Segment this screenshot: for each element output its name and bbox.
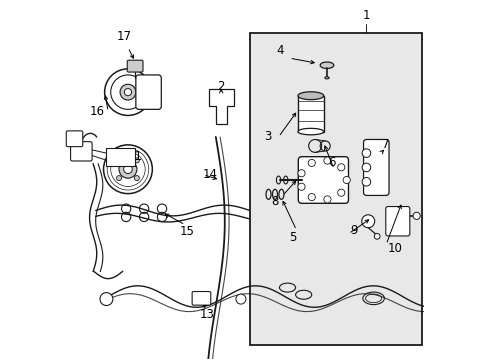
FancyBboxPatch shape	[385, 207, 409, 236]
Text: 13: 13	[199, 308, 214, 321]
Circle shape	[323, 157, 330, 164]
Circle shape	[210, 92, 218, 100]
Text: 8: 8	[271, 195, 278, 208]
Text: 2: 2	[217, 80, 224, 93]
Text: 9: 9	[349, 224, 357, 237]
Ellipse shape	[324, 77, 328, 79]
Circle shape	[307, 159, 315, 167]
Text: 10: 10	[387, 242, 402, 255]
FancyBboxPatch shape	[136, 75, 161, 109]
Circle shape	[337, 189, 344, 196]
Bar	[297, 96, 323, 132]
Text: 12: 12	[113, 150, 128, 163]
Circle shape	[362, 177, 370, 186]
Circle shape	[116, 158, 122, 163]
Circle shape	[319, 176, 326, 184]
Circle shape	[362, 149, 370, 157]
Circle shape	[372, 165, 378, 170]
Circle shape	[134, 158, 139, 163]
FancyBboxPatch shape	[70, 141, 92, 161]
Circle shape	[116, 176, 122, 181]
Bar	[249, 33, 421, 345]
Circle shape	[337, 164, 344, 171]
Circle shape	[235, 294, 245, 304]
Circle shape	[361, 215, 374, 228]
Circle shape	[297, 183, 305, 190]
Circle shape	[100, 293, 113, 306]
Circle shape	[412, 212, 419, 220]
Ellipse shape	[297, 129, 323, 135]
Text: 4: 4	[276, 44, 284, 57]
FancyBboxPatch shape	[127, 60, 142, 72]
Text: 1: 1	[362, 9, 369, 22]
Circle shape	[297, 170, 305, 177]
FancyBboxPatch shape	[298, 157, 348, 203]
Text: 7: 7	[382, 138, 389, 150]
Circle shape	[373, 233, 379, 239]
Circle shape	[323, 196, 330, 203]
Ellipse shape	[297, 92, 323, 100]
Circle shape	[307, 193, 315, 201]
Circle shape	[123, 165, 132, 174]
Circle shape	[369, 161, 382, 174]
Text: 17: 17	[117, 30, 132, 43]
Text: 14: 14	[203, 168, 218, 181]
FancyBboxPatch shape	[192, 292, 210, 305]
Polygon shape	[208, 89, 233, 125]
Text: 6: 6	[328, 156, 335, 168]
Circle shape	[119, 160, 137, 178]
Text: 15: 15	[179, 225, 194, 238]
FancyBboxPatch shape	[363, 139, 388, 195]
Text: 3: 3	[264, 130, 271, 144]
Text: 11: 11	[127, 150, 142, 163]
Circle shape	[343, 176, 349, 184]
Circle shape	[362, 163, 370, 172]
Ellipse shape	[320, 62, 333, 68]
Circle shape	[223, 92, 231, 100]
Circle shape	[134, 176, 139, 181]
Text: 16: 16	[90, 105, 105, 118]
FancyBboxPatch shape	[66, 131, 82, 147]
Bar	[106, 148, 135, 166]
Circle shape	[120, 84, 136, 100]
Text: 5: 5	[288, 231, 296, 244]
Circle shape	[314, 171, 332, 189]
Circle shape	[124, 89, 131, 96]
